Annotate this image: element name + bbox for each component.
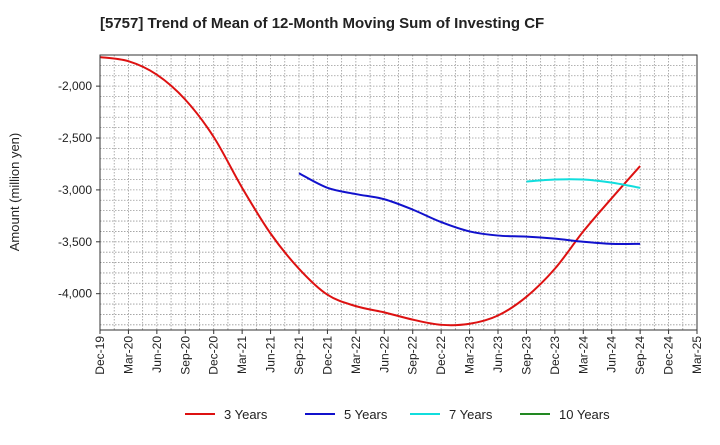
x-tick-label: Sep-24 [633,336,647,375]
legend-label: 7 Years [449,407,493,422]
x-tick-label: Sep-20 [178,336,192,375]
x-tick-label: Jun-21 [264,336,278,373]
x-tick-label: Sep-22 [406,336,420,375]
chart-title: [5757] Trend of Mean of 12-Month Moving … [100,15,544,32]
legend-label: 3 Years [224,407,268,422]
x-tick-label: Mar-25 [690,336,704,374]
x-tick-label: Jun-24 [605,336,619,373]
legend-label: 10 Years [559,407,610,422]
x-tick-labels: Dec-19 Mar-20 Jun-20 Sep-20 Dec-20 Mar-21 Jun-… [93,330,704,375]
y-tick-label: -2,500 [58,131,92,145]
x-tick-label: Mar-24 [576,336,590,374]
x-tick-label: Dec-22 [434,336,448,375]
plot-frame [99,54,698,331]
x-tick-label: Jun-22 [377,336,391,373]
x-tick-label: Sep-23 [519,336,533,375]
x-tick-label: Dec-24 [662,336,676,375]
x-tick-label: Mar-20 [121,336,135,374]
y-tick-label: -2,000 [58,79,92,93]
x-tick-label: Dec-21 [320,336,334,375]
series-line-7-years [526,178,641,189]
x-tick-label: Jun-20 [150,336,164,373]
x-tick-label: Mar-22 [349,336,363,374]
x-tick-label: Dec-20 [207,336,221,375]
legend: 3 Years 5 Years 7 Years 10 Years [185,407,610,422]
y-tick-label: -3,500 [58,235,92,249]
series-line-5-years [298,172,641,246]
x-tick-label: Dec-19 [93,336,107,375]
x-tick-label: Sep-21 [292,336,306,375]
y-axis-label: Amount (million yen) [7,133,22,252]
series-layer [99,56,641,327]
y-tick-label: -3,000 [58,183,92,197]
x-tick-label: Mar-21 [235,336,249,374]
x-tick-label: Mar-23 [463,336,477,374]
x-tick-label: Dec-23 [548,336,562,375]
y-tick-labels: -2,000 -2,500 -3,000 -3,500 -4,000 [58,79,100,301]
x-tick-label: Jun-23 [491,336,505,373]
y-tick-label: -4,000 [58,287,92,301]
legend-label: 5 Years [344,407,388,422]
series-line-3-years [99,56,641,327]
grid-layer [100,55,697,330]
